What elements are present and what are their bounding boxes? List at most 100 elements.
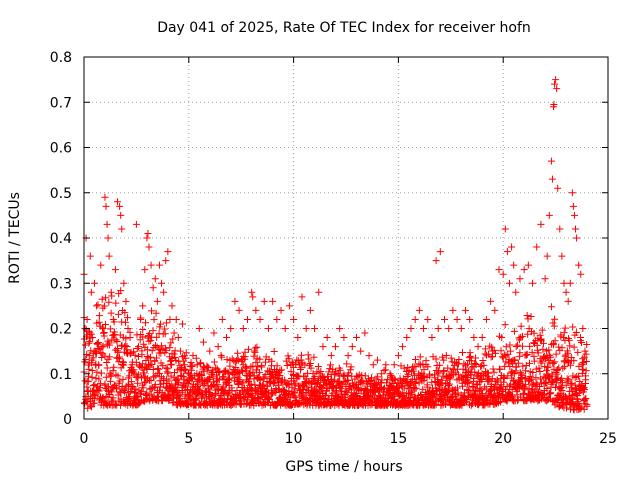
data-point [506,341,514,349]
data-point [374,373,382,381]
data-point [411,355,419,363]
data-point [165,377,173,385]
data-point [550,101,558,109]
data-point [214,343,222,351]
data-point [210,329,218,337]
y-tick-label: 0.5 [50,186,72,202]
data-point [101,352,109,360]
data-point [217,351,225,359]
data-point [553,85,561,93]
data-point [319,343,327,351]
data-point [166,315,174,323]
data-point [440,367,448,375]
data-point [145,337,153,345]
data-point [535,364,543,372]
data-point [102,294,110,302]
data-point [514,397,522,405]
data-point [455,356,463,364]
data-point [478,334,486,342]
x-tick-label: 15 [389,431,407,447]
data-point [126,334,134,342]
data-point [281,325,289,332]
data-point [114,348,122,356]
data-point [453,384,461,392]
data-point [492,349,500,357]
data-point [538,326,546,334]
y-tick-label: 0.1 [50,367,72,383]
data-point [444,364,452,372]
data-point [343,389,351,397]
data-point [320,373,328,381]
data-point [517,333,525,341]
data-point [223,356,231,364]
data-point [457,325,465,332]
data-point [117,287,125,295]
data-point [551,80,559,88]
data-point [512,363,520,371]
data-point [124,325,132,332]
data-point [338,382,346,390]
data-point [103,359,111,367]
data-point [83,377,91,385]
data-point [261,388,269,396]
data-point [214,367,222,375]
data-point [170,329,178,337]
data-point [166,344,174,352]
data-point [330,371,338,379]
data-point [152,354,160,362]
data-point [407,325,415,332]
data-point [86,338,94,346]
data-point [140,379,148,387]
data-point [412,384,420,392]
data-point [111,266,119,274]
data-point [582,350,590,358]
data-point [511,356,519,364]
data-point [250,396,258,404]
data-point [153,297,161,305]
data-point [470,334,478,342]
data-point [151,357,159,365]
data-point [527,313,535,321]
data-point [102,202,110,210]
data-point [368,374,376,382]
data-point [536,336,544,344]
data-point [539,345,547,353]
data-point [292,360,300,368]
data-point [566,361,574,369]
data-point [97,261,105,269]
data-point [238,368,246,376]
data-point [579,355,587,363]
data-point [519,362,527,370]
data-point [583,340,591,348]
data-point [579,366,587,374]
data-point [558,379,566,387]
data-point [144,229,152,237]
data-point [570,211,578,219]
data-point [305,355,313,363]
data-point [500,351,508,359]
data-point [340,372,348,380]
data-point [314,362,322,370]
data-point [81,399,89,407]
data-point [479,356,487,364]
data-point [147,337,155,345]
data-point [403,373,411,381]
data-point [134,343,142,351]
data-point [465,379,473,387]
data-point [445,325,453,332]
data-point [114,310,122,318]
data-point [270,348,278,356]
data-point [547,157,555,165]
data-point [92,349,100,357]
data-point [196,386,204,394]
data-point [323,334,331,342]
data-point [181,390,189,398]
data-point [435,369,443,377]
data-point [295,373,303,381]
data-point [145,243,153,251]
data-point [120,400,128,408]
data-point [263,382,271,390]
data-point [256,397,264,405]
data-point [158,279,166,287]
y-tick-label: 0.2 [50,322,72,338]
